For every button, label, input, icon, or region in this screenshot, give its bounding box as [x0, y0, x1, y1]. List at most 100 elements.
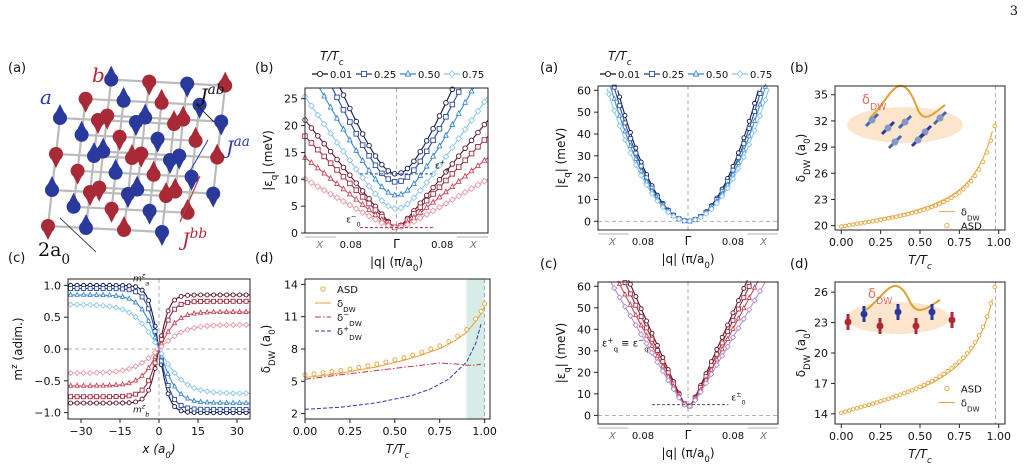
q-axis-label: |q| (π/a0): [661, 446, 714, 465]
label-part: b: [145, 411, 149, 419]
label-part: 40: [577, 323, 591, 336]
profile-point: [191, 292, 197, 298]
dispersion-point: [353, 180, 359, 186]
panel-label-right-b: (b): [790, 61, 808, 76]
dispersion-point: [378, 197, 386, 205]
dispersion-point: [404, 174, 411, 180]
label-part: δ: [794, 175, 808, 182]
label-part: 60: [577, 84, 591, 97]
asd-point: [878, 217, 883, 223]
y-tick-label: 40: [577, 128, 591, 141]
profile-point: [133, 284, 139, 290]
y-tick-label: 2: [291, 408, 298, 421]
delta-axis-label: δDW (a0): [259, 325, 278, 374]
dispersion-point: [366, 205, 373, 212]
x-tick-label: 0.00: [293, 425, 318, 438]
label-part: 0: [803, 333, 813, 339]
asd-point: [953, 362, 958, 368]
profile-point: [81, 400, 87, 406]
label-part: −15: [108, 425, 131, 438]
profile-point: [224, 298, 230, 304]
label-part: ε: [602, 339, 607, 350]
dispersion-point: [475, 129, 481, 136]
dispersion-point: [455, 164, 462, 170]
asd-point: [347, 366, 353, 372]
asd-point: [957, 359, 962, 364]
dispersion-point: [617, 103, 623, 109]
profile-point: [236, 390, 243, 397]
profile-point: [152, 353, 158, 359]
y-tick-label: 30: [577, 150, 591, 163]
profile-point: [184, 395, 191, 401]
y-tick-label: 30: [577, 345, 591, 358]
label-part: 11: [284, 311, 298, 324]
dispersion-point: [697, 388, 704, 396]
label-part: 0.08: [340, 240, 362, 251]
dispersion-point: [627, 149, 634, 157]
label-part: ): [710, 446, 715, 460]
profile-point: [145, 328, 152, 336]
asd-point: [898, 213, 903, 219]
domain-wall-inset: δDW: [847, 84, 963, 150]
inset-site: [876, 322, 884, 330]
panel-label-b: (b): [255, 61, 273, 76]
profile-point: [106, 368, 113, 376]
dispersion-point: [719, 352, 726, 360]
asd-point: [882, 216, 887, 222]
dispersion-point: [659, 204, 666, 211]
profile-point: [132, 298, 139, 305]
q-tick-label: 0.08: [340, 240, 362, 251]
legend-text: 0.01: [618, 70, 640, 81]
asd-point: [909, 387, 915, 393]
dispersion-point: [461, 126, 469, 133]
legend-text: δDW: [961, 208, 980, 223]
J-ab-label: Jab: [196, 82, 225, 107]
y-tick-label: 26: [814, 167, 828, 180]
dispersion-point: [327, 174, 334, 181]
asd-point: [945, 369, 950, 374]
q-tick-label: X: [608, 431, 617, 442]
label-part: ): [794, 134, 808, 139]
asd-point: [401, 355, 407, 361]
spin-b-sphere: [104, 201, 119, 216]
profile-point: [243, 308, 249, 314]
dispersion-point: [633, 311, 639, 318]
dispersion-point: [359, 188, 366, 194]
dispersion-point: [430, 191, 436, 197]
x-tick-label: 0.50: [383, 425, 408, 438]
profile-point: [139, 294, 145, 300]
profile-point: [178, 314, 184, 320]
dispersion-point: [670, 213, 677, 220]
profile-point: [120, 286, 126, 292]
dispersion-point: [366, 142, 372, 149]
label-part: 0.50: [383, 425, 408, 438]
dispersion-point: [455, 192, 463, 200]
label-part: δ: [961, 399, 967, 410]
profile-point: [230, 399, 236, 405]
label-part: ASD: [337, 285, 358, 296]
profile-point: [132, 377, 139, 383]
delta-dw-line: [304, 306, 486, 379]
label-part: −0.5: [34, 375, 61, 388]
spin-a-sphere: [214, 114, 229, 129]
profile-point: [243, 298, 249, 304]
dispersion-point: [481, 121, 488, 128]
label-part: 0.75: [947, 430, 972, 443]
dispersion-point: [670, 386, 677, 393]
dispersion-point: [359, 156, 366, 163]
asd-point: [846, 222, 852, 228]
profile-point: [113, 400, 119, 406]
profile-point: [139, 305, 145, 312]
x-tick-label: 0.50: [908, 430, 933, 443]
y-tick-label: 14: [284, 278, 298, 291]
profile-point: [178, 390, 184, 397]
dispersion-point: [714, 351, 720, 357]
dispersion-point: [480, 98, 488, 106]
dispersion-point: [665, 209, 672, 216]
asd-point: [937, 374, 942, 379]
y-tick-label: 20: [577, 172, 591, 185]
dispersion-point: [417, 148, 424, 155]
spin-a-sphere: [116, 93, 131, 108]
label-part: 0.75: [462, 70, 484, 81]
profile-point: [146, 378, 152, 384]
